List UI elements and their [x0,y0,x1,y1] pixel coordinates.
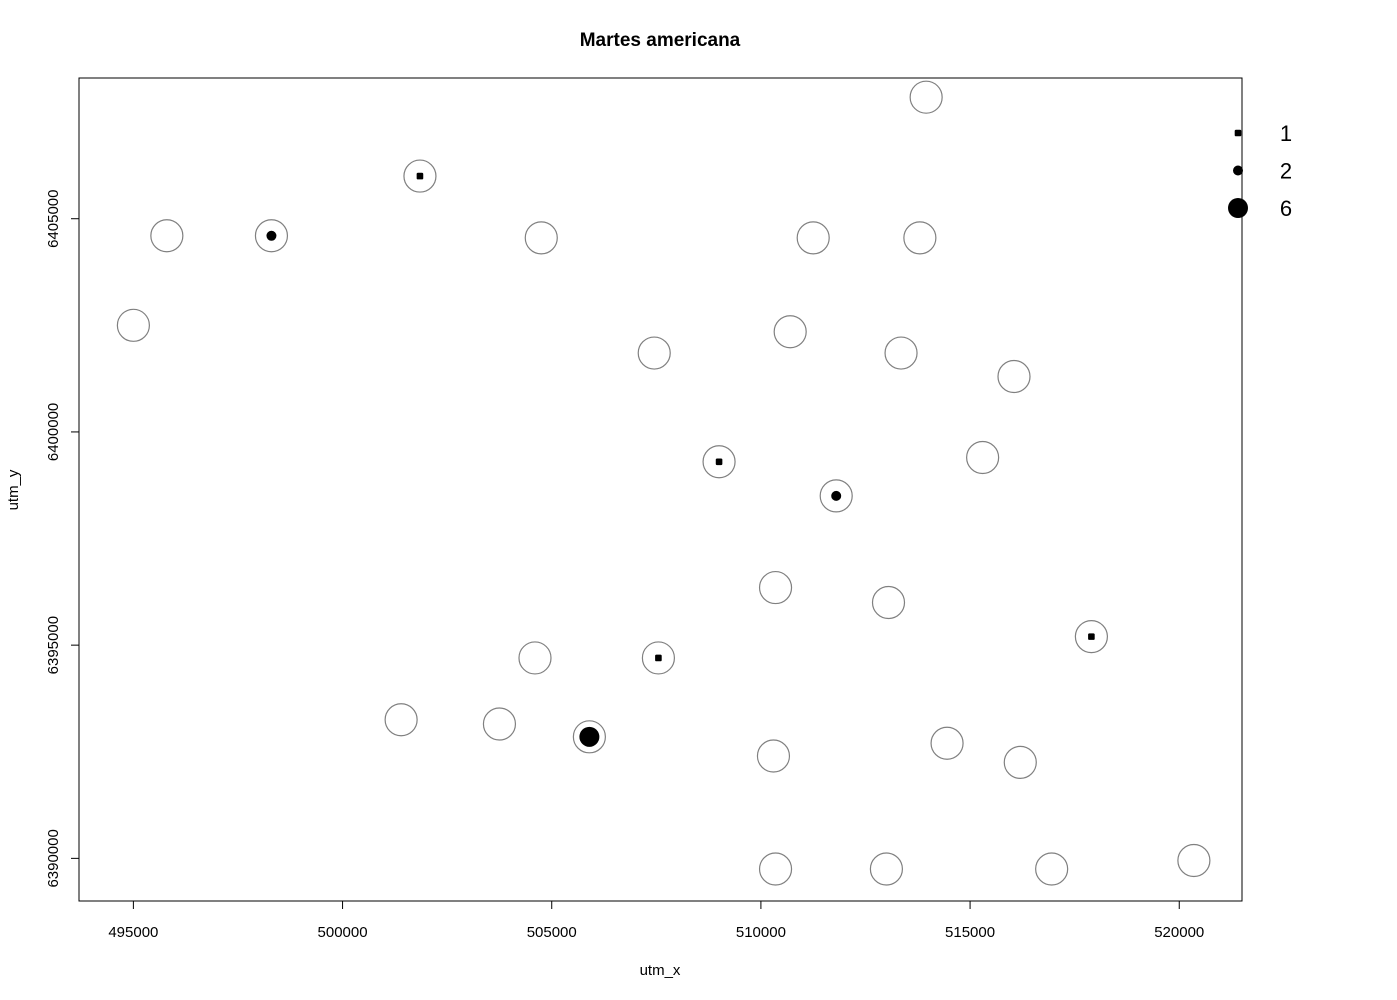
site-ring [871,585,906,620]
site-4 [403,159,437,193]
site-ring [702,445,736,479]
site-21 [384,703,418,737]
legend-marker [1234,129,1242,137]
site-9 [909,80,943,114]
site-22 [482,707,517,741]
y-tick-label: 6390000 [45,829,62,887]
count-marker [831,490,842,501]
site-29 [1035,852,1069,886]
site-19 [518,641,552,675]
site-26 [1003,745,1037,780]
site-ring [150,219,184,253]
count-marker [266,230,277,241]
site-ring [384,703,418,737]
count-marker [579,726,600,747]
site-14 [819,479,853,513]
site-15 [966,440,1000,475]
site-ring [909,80,943,114]
site-11 [884,336,918,370]
x-tick-label: 515000 [945,924,995,941]
site-ring [930,726,964,760]
y-axis-label: utm_y [5,469,22,510]
x-tick-label: 505000 [527,924,577,941]
count-marker [655,654,662,662]
y-tick-label: 6405000 [45,190,62,248]
x-axis: 495000 500000 505000 510000 515000 520000 [108,900,1204,941]
legend-entry-1: 1 [1234,121,1292,146]
legend-entry-2: 2 [1233,159,1292,184]
x-tick-label: 495000 [108,924,158,941]
site-6 [637,336,671,370]
site-ring [518,641,552,675]
site-ring [773,315,807,349]
legend-label: 6 [1280,196,1292,221]
site-3 [254,219,289,253]
site-20 [641,641,676,675]
site-ring [1035,852,1069,886]
site-ring [572,720,606,754]
site-ring [758,852,793,886]
y-tick-label: 6395000 [45,616,62,674]
site-1 [116,308,150,342]
site-ring [1177,843,1211,878]
site-2 [150,219,184,253]
site-ring [758,570,793,605]
legend-entry-6: 6 [1228,196,1292,221]
site-ring [1003,745,1037,780]
y-axis: 6390000 6395000 6400000 6405000 [45,190,80,888]
site-5 [524,221,558,255]
count-marker [715,458,723,466]
legend-marker [1233,165,1243,176]
site-27 [758,852,793,886]
site-16 [758,570,793,605]
site-12 [997,359,1031,394]
site-25 [930,726,964,760]
site-ring [116,308,150,342]
site-ring [884,336,918,370]
legend-marker [1228,198,1248,218]
legend: 1 2 6 [1228,121,1292,221]
site-30 [1177,843,1211,878]
site-ring [997,359,1031,394]
site-24 [756,739,791,773]
site-ring [903,221,937,255]
survey-sites [116,80,1211,886]
site-ring [796,221,830,255]
x-tick-label: 520000 [1154,924,1204,941]
x-tick-label: 500000 [318,924,368,941]
site-ring [482,707,517,741]
site-ring [254,219,289,253]
site-ring [819,479,853,513]
site-28 [869,852,904,886]
site-17 [871,585,906,620]
site-ring [524,221,558,255]
site-ring [966,440,1000,475]
chart-title: Martes americana [580,30,741,51]
y-tick-label: 6400000 [45,403,62,461]
site-7 [773,315,807,349]
x-axis-label: utm_x [640,962,681,979]
x-tick-label: 510000 [736,924,786,941]
site-ring [756,739,791,773]
count-marker [1088,633,1095,640]
site-ring [403,159,437,193]
site-ring [1074,620,1108,654]
site-18 [1074,620,1108,654]
site-23 [572,720,606,754]
site-ring [637,336,671,370]
site-13 [702,445,736,479]
site-ring [641,641,676,675]
count-marker [416,172,424,180]
site-10 [903,221,937,255]
site-8 [796,221,830,255]
plot-area [78,77,1243,902]
site-ring [869,852,904,886]
legend-label: 1 [1280,121,1292,146]
legend-label: 2 [1280,159,1292,184]
